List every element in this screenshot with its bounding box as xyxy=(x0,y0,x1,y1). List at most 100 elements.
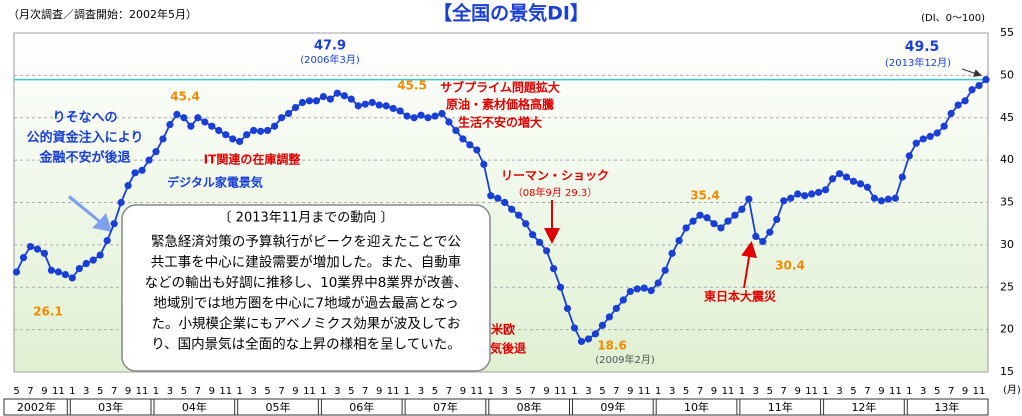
annotation: (2009年2月) xyxy=(595,353,655,366)
year-label: 12年 xyxy=(851,400,876,414)
x-tick-label: 3 xyxy=(418,386,424,397)
data-point xyxy=(828,175,837,183)
x-tick-label: 9 xyxy=(878,386,884,397)
data-point xyxy=(26,242,35,251)
x-tick-label: 11 xyxy=(387,386,400,397)
x-tick-label: 11 xyxy=(470,386,483,397)
annotation: 30.4 xyxy=(775,259,805,273)
data-point xyxy=(605,313,613,321)
data-point xyxy=(82,259,90,268)
annotation: 原油・素材価格高騰 xyxy=(446,97,555,112)
x-tick-label: 5 xyxy=(850,386,856,397)
x-tick-label: 11 xyxy=(219,386,232,397)
x-tick-label: 7 xyxy=(781,386,787,397)
x-tick-label: 3 xyxy=(836,386,842,397)
annotation: リーマン・ショック xyxy=(501,169,609,183)
x-tick-label: 11 xyxy=(554,386,567,397)
annotation: IT関連の在庫調整 xyxy=(204,152,301,167)
data-point xyxy=(389,104,397,113)
annotation: りそなへの xyxy=(52,111,117,126)
x-tick-label: 3 xyxy=(83,386,89,397)
data-point xyxy=(396,107,404,115)
data-point xyxy=(856,180,865,188)
data-point xyxy=(773,215,781,224)
data-point xyxy=(926,132,934,140)
x-tick-label: 11 xyxy=(722,386,735,397)
x-tick-label: 1 xyxy=(237,386,243,397)
data-point xyxy=(661,266,669,274)
x-tick-label: 3 xyxy=(250,386,256,397)
x-tick-label: 9 xyxy=(292,386,298,397)
x-tick-label: 5 xyxy=(432,386,438,397)
data-point xyxy=(354,102,362,110)
data-point xyxy=(180,114,188,122)
data-point xyxy=(270,122,279,130)
series xyxy=(12,76,990,346)
year-label: 07年 xyxy=(433,400,458,414)
data-point xyxy=(591,330,600,338)
year-label: 05年 xyxy=(266,400,291,414)
data-point xyxy=(612,304,620,313)
annotation: 45.5 xyxy=(397,79,427,93)
data-point xyxy=(522,220,530,228)
data-point xyxy=(438,109,446,118)
arrow xyxy=(741,241,757,289)
data-point xyxy=(961,97,969,105)
x-tick-label: 7 xyxy=(529,386,535,397)
annotation: 47.9 xyxy=(314,39,346,54)
note-line: などの輸出も好調に推移し、10業界中8業界が改善、 xyxy=(145,275,468,291)
annotation: （08年9月 29.3） xyxy=(513,186,598,199)
y-unit: (DI、0～100) xyxy=(921,13,985,24)
x-tick-label: 3 xyxy=(920,386,926,397)
data-point xyxy=(633,285,641,293)
annotation: 東日本大震災 xyxy=(704,289,777,304)
data-point xyxy=(375,101,383,109)
data-point xyxy=(145,156,153,164)
data-point xyxy=(410,114,418,122)
data-point xyxy=(682,224,690,232)
data-point xyxy=(159,135,167,143)
data-point xyxy=(584,335,593,343)
data-point xyxy=(319,92,327,101)
data-point xyxy=(277,114,286,122)
data-point xyxy=(347,95,355,103)
note-box-text: 〔 2013年11月までの動向 〕緊急経済対策の予算執行がピークを迎えたことで公… xyxy=(145,210,468,353)
data-point xyxy=(912,139,920,147)
note-box xyxy=(121,204,491,372)
x-tick-label: 7 xyxy=(278,386,284,397)
data-point xyxy=(124,181,132,190)
data-point xyxy=(89,256,97,264)
year-label: 13年 xyxy=(934,400,959,414)
annotation: 生活不安の増大 xyxy=(458,115,542,130)
data-point xyxy=(780,197,788,205)
x-tick-label: 5 xyxy=(97,386,103,397)
x-tick-label: 1 xyxy=(153,386,159,397)
data-point xyxy=(368,98,376,107)
x-tick-label: 3 xyxy=(502,386,508,397)
year-label: 08年 xyxy=(517,400,542,414)
data-point xyxy=(257,127,265,135)
data-point xyxy=(361,100,369,108)
data-point xyxy=(675,237,683,245)
x-tick-label: 3 xyxy=(167,386,173,397)
data-point xyxy=(487,192,495,200)
annotation: 金融不安が後退 xyxy=(38,150,130,166)
x-tick-label: 1 xyxy=(320,386,326,397)
data-point xyxy=(117,198,125,207)
year-label: 11年 xyxy=(768,400,793,414)
x-tick-label: 11 xyxy=(973,386,986,397)
year-label: 2002年 xyxy=(17,400,56,414)
data-point xyxy=(577,337,586,346)
x-tick-label: 1 xyxy=(739,386,745,397)
data-point xyxy=(194,114,202,122)
data-point xyxy=(975,81,983,90)
data-point xyxy=(549,265,558,273)
data-point xyxy=(619,296,627,304)
annotation: 35.4 xyxy=(690,189,720,203)
data-point xyxy=(898,173,906,181)
data-point xyxy=(236,137,244,146)
data-point xyxy=(968,86,976,94)
data-point xyxy=(340,92,348,100)
x-tick-label: 11 xyxy=(805,386,818,397)
x-tick-label: 5 xyxy=(181,386,187,397)
